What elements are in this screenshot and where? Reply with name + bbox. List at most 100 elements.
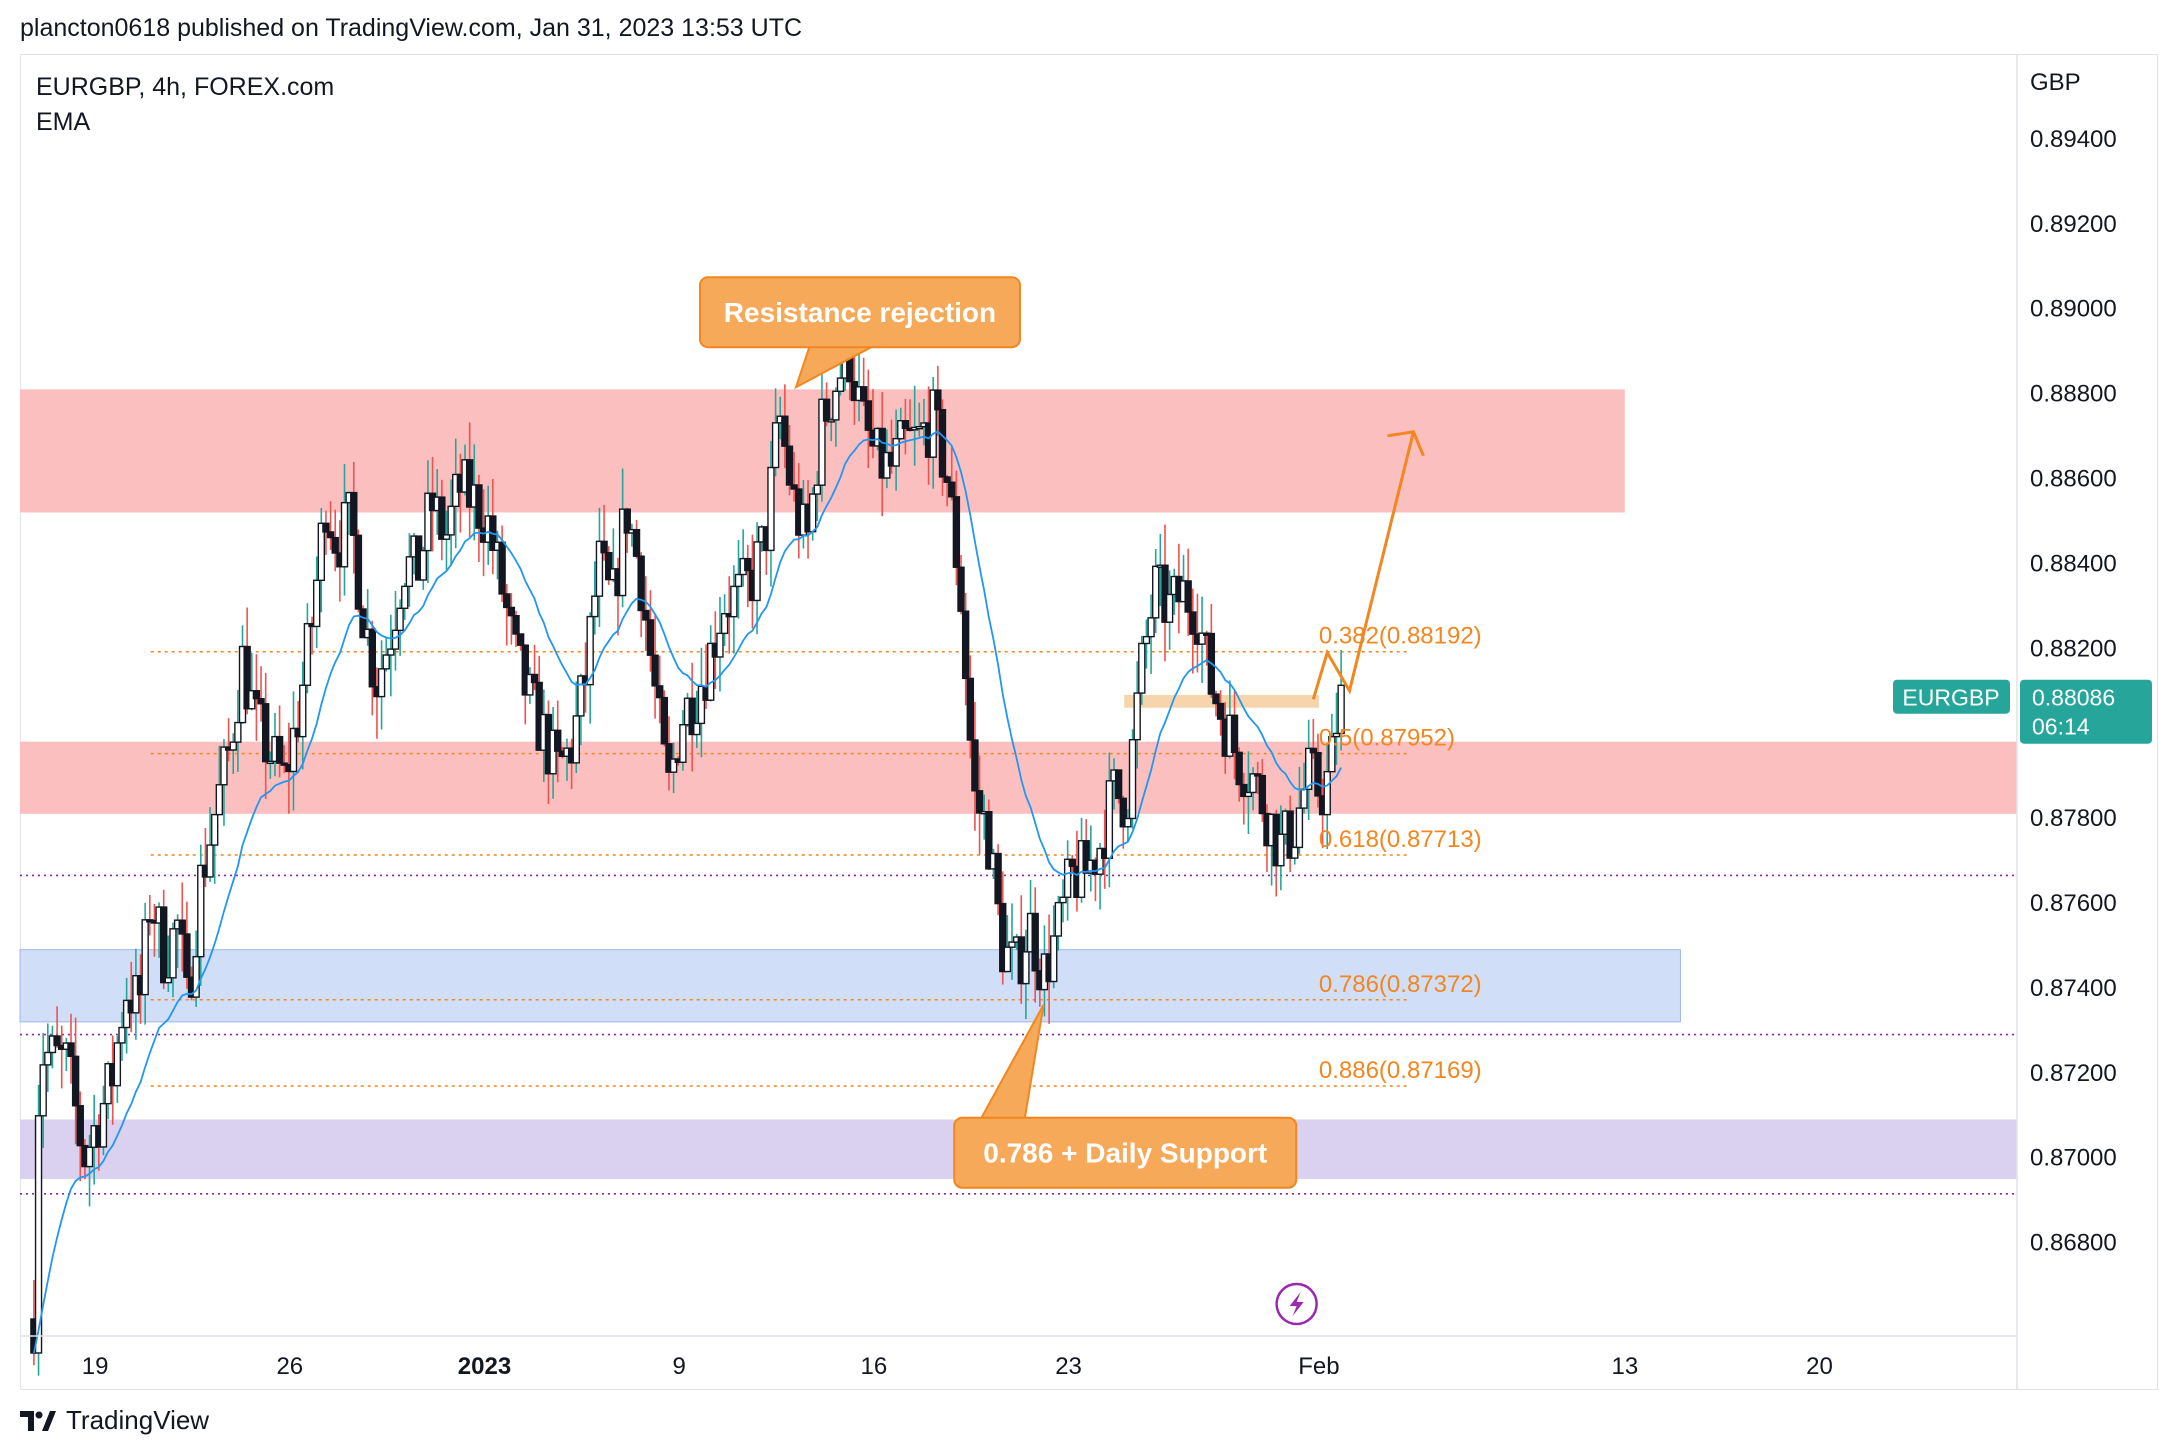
candle-body xyxy=(595,540,604,597)
candle-body xyxy=(1328,735,1336,773)
candle-body xyxy=(605,551,613,581)
symbol-price-tag xyxy=(1893,679,2010,714)
candle-body xyxy=(572,715,580,764)
candle-body xyxy=(975,790,984,814)
indicator-label[interactable]: EMA xyxy=(36,108,91,136)
candle-body xyxy=(720,612,729,635)
candle-body xyxy=(178,919,186,935)
candle-body xyxy=(326,531,335,539)
candle-body xyxy=(753,541,761,602)
x-tick-label: 16 xyxy=(861,1353,888,1380)
candle-body xyxy=(141,919,149,996)
candle-body xyxy=(688,697,696,736)
candle-body xyxy=(781,415,789,447)
y-tick-label: 0.89200 xyxy=(2030,211,2117,238)
fib-label: 0.382(0.88192) xyxy=(1319,623,1482,650)
candle-body xyxy=(507,606,516,617)
candle-body xyxy=(447,505,455,536)
candle-body xyxy=(836,377,845,392)
candle-body xyxy=(1124,817,1132,828)
candle-body xyxy=(368,628,377,688)
candle-body xyxy=(767,466,775,552)
candle-body xyxy=(317,522,326,582)
candle-body xyxy=(554,729,562,752)
symbol-line: EURGBP, 4h, FOREX.com xyxy=(36,73,335,101)
candle-body xyxy=(405,556,414,588)
candle-body xyxy=(118,1026,126,1044)
candle-body xyxy=(706,642,715,701)
candle-body xyxy=(1054,901,1063,937)
candle-body xyxy=(39,1064,47,1117)
candle-body xyxy=(1198,632,1206,645)
candle-body xyxy=(391,629,400,650)
y-tick-label: 0.88200 xyxy=(2030,635,2117,662)
candle-body xyxy=(1277,833,1285,867)
candle-body xyxy=(396,607,404,632)
chart-frame[interactable] xyxy=(20,54,2158,1390)
x-tick-label: 23 xyxy=(1055,1353,1082,1380)
candle-body xyxy=(859,386,868,402)
candle-body xyxy=(331,536,339,554)
candle-body xyxy=(1240,783,1248,798)
candle-body xyxy=(1244,791,1253,798)
candle-body xyxy=(1249,773,1257,794)
candle-body xyxy=(350,491,358,537)
candle-body xyxy=(85,1146,94,1168)
x-tick-label: 13 xyxy=(1611,1353,1638,1380)
candle-body xyxy=(1212,693,1220,705)
candle-body xyxy=(438,496,446,540)
candle-body xyxy=(1258,774,1267,815)
candle-body xyxy=(618,508,627,597)
resistance-callout-box xyxy=(698,276,1021,349)
candle-body xyxy=(252,690,261,700)
support-zone-blue xyxy=(19,949,1681,1023)
tradingview-brand: TradingView xyxy=(66,1405,210,1435)
candle-body xyxy=(512,614,520,635)
candle-body xyxy=(1189,611,1197,635)
candle-body xyxy=(1304,747,1313,791)
candle-body xyxy=(220,746,228,786)
candle-body xyxy=(813,484,822,495)
publish-header: plancton0618 published on TradingView.co… xyxy=(20,14,803,42)
candle-body xyxy=(322,522,330,533)
fib-label: 0.5(0.87952) xyxy=(1319,725,1455,752)
candle-body xyxy=(1291,846,1299,859)
candle-body xyxy=(994,852,1002,905)
candle-body xyxy=(600,540,608,554)
candle-body xyxy=(591,595,599,618)
bar-countdown: 06:14 xyxy=(2032,714,2090,740)
x-tick-label: 19 xyxy=(82,1353,109,1380)
candle-body xyxy=(387,648,395,656)
candle-body xyxy=(99,1102,108,1148)
symbol-tag-label: EURGBP xyxy=(1902,685,1999,711)
candle-body xyxy=(938,408,947,478)
candle-body xyxy=(744,557,752,572)
x-tick-label: 9 xyxy=(672,1353,685,1380)
candle-body xyxy=(577,675,585,717)
candle-body xyxy=(1008,941,1016,948)
annotations-layer: Resistance rejection 0.786 + Daily Suppor… xyxy=(698,276,1425,1326)
resistance-zone-lower xyxy=(20,741,2017,814)
candle-body xyxy=(234,721,242,743)
candle-body xyxy=(1295,807,1304,849)
last-price-tag xyxy=(2020,679,2152,744)
candle-body xyxy=(971,739,979,792)
candle-body xyxy=(679,724,687,763)
candle-body xyxy=(771,422,780,469)
support-callout-text: 0.786 + Daily Support xyxy=(983,1138,1267,1169)
candle-body xyxy=(693,722,701,736)
candle-body xyxy=(183,933,191,978)
candle-body xyxy=(1235,751,1243,786)
x-tick-label: Feb xyxy=(1298,1353,1339,1380)
candle-body xyxy=(669,758,678,773)
candle-body xyxy=(1063,858,1072,898)
candle-body xyxy=(516,633,525,646)
chart-legend[interactable]: EURGBP, 4h, FOREX.com EMA xyxy=(36,70,334,140)
tradingview-footer[interactable]: TradingView xyxy=(20,1405,209,1436)
candle-body xyxy=(1082,840,1090,874)
candle-body xyxy=(1114,769,1123,800)
callout-pointer xyxy=(977,1004,1045,1123)
candle-body xyxy=(1216,702,1225,720)
candle-body xyxy=(229,741,237,751)
